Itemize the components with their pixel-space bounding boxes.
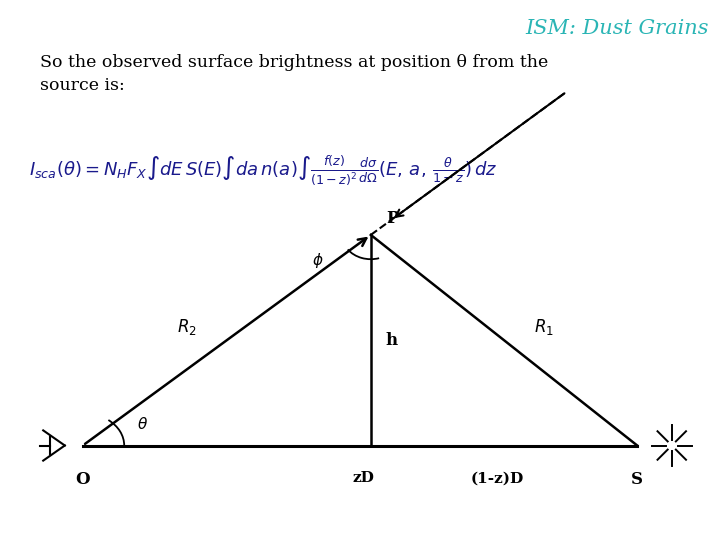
Text: S: S [631,471,643,488]
Text: (1-z)D: (1-z)D [470,471,523,485]
Text: P: P [387,210,399,227]
Text: $R_1$: $R_1$ [534,316,554,337]
Text: $\theta$: $\theta$ [137,416,148,432]
Text: $\phi$: $\phi$ [312,251,324,270]
Text: h: h [385,332,397,349]
Text: So the observed surface brightness at position θ from the
source is:: So the observed surface brightness at po… [40,54,548,94]
Text: $\mathit{I_{sca}(\theta) = N_H F_X \int dE\, S(E) \int da\, n(a) \int \frac{f(z): $\mathit{I_{sca}(\theta) = N_H F_X \int … [29,154,498,187]
Text: O: O [76,471,90,488]
Text: $R_2$: $R_2$ [177,316,197,337]
Text: ISM: Dust Grains: ISM: Dust Grains [526,19,709,38]
Text: zD: zD [353,471,374,485]
